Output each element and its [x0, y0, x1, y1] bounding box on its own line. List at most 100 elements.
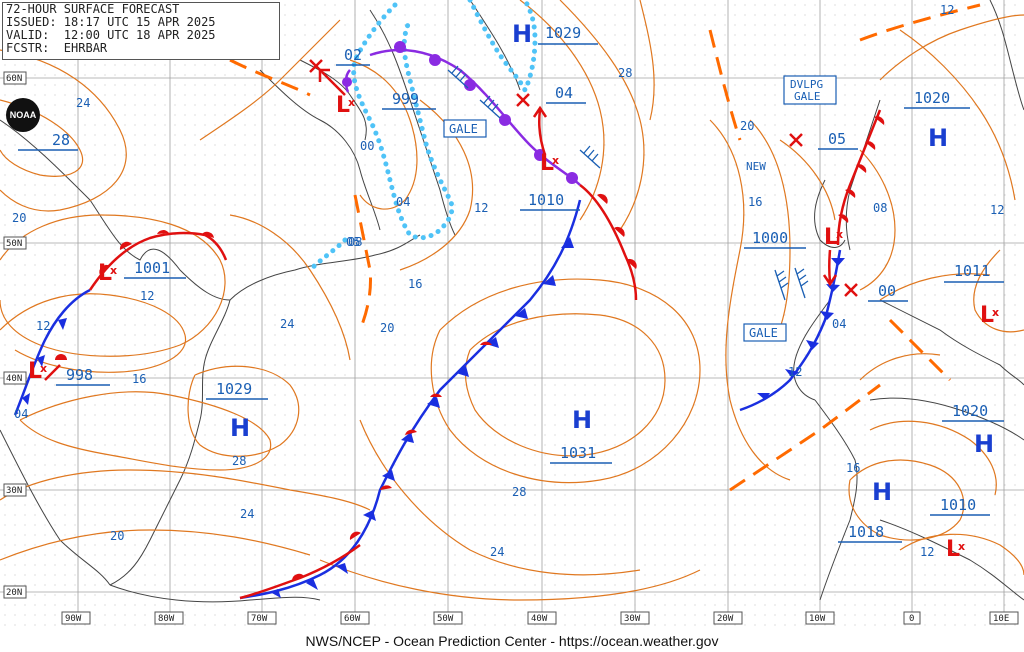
- svg-text:0: 0: [909, 614, 914, 624]
- x-marker-2: [516, 93, 530, 107]
- svg-text:20N: 20N: [6, 588, 22, 598]
- svg-text:28: 28: [512, 485, 526, 499]
- wind-barbs: [447, 65, 809, 301]
- svg-text:10E: 10E: [993, 614, 1009, 624]
- svg-text:10W: 10W: [809, 614, 826, 624]
- svg-text:28: 28: [618, 66, 632, 80]
- svg-text:12: 12: [920, 545, 934, 559]
- svg-text:L: L: [336, 93, 350, 118]
- svg-text:x: x: [958, 540, 965, 553]
- trough-lines: [229, 3, 981, 492]
- svg-text:04: 04: [832, 317, 846, 331]
- high-letter-3: H: [572, 406, 592, 434]
- svg-text:30N: 30N: [6, 486, 22, 496]
- forecast-header: 72-HOUR SURFACE FORECAST ISSUED: 18:17 U…: [2, 2, 280, 60]
- svg-text:x: x: [348, 96, 355, 109]
- svg-text:40W: 40W: [531, 614, 548, 624]
- sea-ice-edge: [307, 0, 538, 273]
- high-pressure-2: 1029: [216, 380, 252, 398]
- high-letter-6: H: [872, 478, 892, 506]
- svg-text:12: 12: [788, 365, 802, 379]
- svg-text:24: 24: [76, 96, 90, 110]
- gale-box-1: GALE: [443, 119, 487, 138]
- svg-text:28: 28: [52, 131, 70, 149]
- svg-text:20: 20: [110, 529, 124, 543]
- low-markers: [309, 59, 858, 297]
- x-marker-3: [789, 133, 803, 147]
- svg-text:L: L: [946, 537, 960, 562]
- svg-text:GALE: GALE: [449, 122, 478, 136]
- low-pressure-7: 1000: [752, 229, 788, 247]
- high-letters: H H H H H H: [230, 20, 994, 506]
- svg-text:x: x: [110, 264, 117, 277]
- svg-text:24: 24: [240, 507, 254, 521]
- svg-text:80W: 80W: [158, 614, 175, 624]
- low-pressure-6: 998: [66, 366, 93, 384]
- svg-text:12: 12: [990, 203, 1004, 217]
- high-pressure-1: 1029: [545, 24, 581, 42]
- svg-text:L: L: [540, 151, 554, 176]
- svg-text:20: 20: [380, 321, 394, 335]
- isobars: [0, 0, 1024, 601]
- svg-text:20: 20: [740, 119, 754, 133]
- high-pressure-3: 1031: [560, 444, 596, 462]
- svg-text:04: 04: [396, 195, 410, 209]
- svg-text:L: L: [28, 359, 42, 384]
- svg-text:30W: 30W: [624, 614, 641, 624]
- low-pressure-3: 04: [555, 84, 573, 102]
- high-pressure-6: 1018: [848, 523, 884, 541]
- developing-gale-box: DVLPG GALE: [783, 75, 837, 105]
- svg-text:40N: 40N: [6, 374, 22, 384]
- high-letter-1: H: [512, 20, 532, 48]
- latitude-labels: 60N 50N 40N 30N 20N: [3, 71, 27, 599]
- isobar-value-labels: 24 28 20 12 16 24 20 28 24 20 24 28 00 0…: [12, 3, 1004, 559]
- coastlines: [0, 0, 1024, 603]
- high-pressure-4: 1020: [914, 89, 950, 107]
- svg-text:20: 20: [12, 211, 26, 225]
- low-pressure-9: 00: [878, 282, 896, 300]
- svg-text:04: 04: [14, 407, 28, 421]
- footer-credit: NWS/NCEP - Ocean Prediction Center - htt…: [0, 630, 1024, 652]
- issued-time: ISSUED: 18:17 UTC 15 APR 2025: [6, 15, 216, 29]
- svg-text:x: x: [836, 228, 843, 241]
- movement-arrows: [44, 68, 838, 381]
- svg-text:05: 05: [346, 235, 360, 249]
- svg-text:16: 16: [846, 461, 860, 475]
- svg-text:x: x: [992, 306, 999, 319]
- noaa-logo: NOAA: [6, 98, 40, 132]
- svg-text:x: x: [40, 362, 47, 375]
- svg-text:16: 16: [748, 195, 762, 209]
- svg-text:28: 28: [232, 454, 246, 468]
- longitude-labels: 90W 80W 70W 60W 50W 40W 30W 20W 10W 0 10…: [61, 611, 1019, 625]
- svg-text:60W: 60W: [344, 614, 361, 624]
- forecaster: FCSTR: EHRBAR: [6, 41, 108, 55]
- svg-text:12: 12: [940, 3, 954, 17]
- gale-box-2: GALE: [743, 323, 787, 342]
- warm-fronts: [55, 109, 885, 600]
- svg-text:L: L: [824, 225, 838, 250]
- svg-text:50W: 50W: [437, 614, 454, 624]
- svg-text:16: 16: [132, 372, 146, 386]
- low-pressure-8: 05: [828, 130, 846, 148]
- low-pressure-5: 1001: [134, 259, 170, 277]
- svg-text:GALE: GALE: [749, 326, 778, 340]
- svg-text:08: 08: [348, 235, 362, 249]
- low-pressure-10: 1011: [954, 262, 990, 280]
- high-letter-5: H: [974, 430, 994, 458]
- x-marker-4: [844, 283, 858, 297]
- svg-text:08: 08: [873, 201, 887, 215]
- x-marker-1: [309, 59, 323, 73]
- svg-text:L: L: [980, 303, 994, 328]
- svg-text:L: L: [98, 261, 112, 286]
- svg-text:12: 12: [140, 289, 154, 303]
- svg-text:DVLPG: DVLPG: [790, 78, 823, 91]
- pressure-labels: 1029 1029 1031 1020 1020 1018 02 999 04 …: [66, 24, 990, 541]
- cold-fronts: [13, 199, 845, 600]
- svg-text:x: x: [552, 154, 559, 167]
- svg-text:60N: 60N: [6, 74, 22, 84]
- svg-text:00: 00: [360, 139, 374, 153]
- pressure-underlines: [18, 43, 1004, 543]
- svg-text:50N: 50N: [6, 239, 22, 249]
- new-low-label: NEW: [746, 160, 766, 173]
